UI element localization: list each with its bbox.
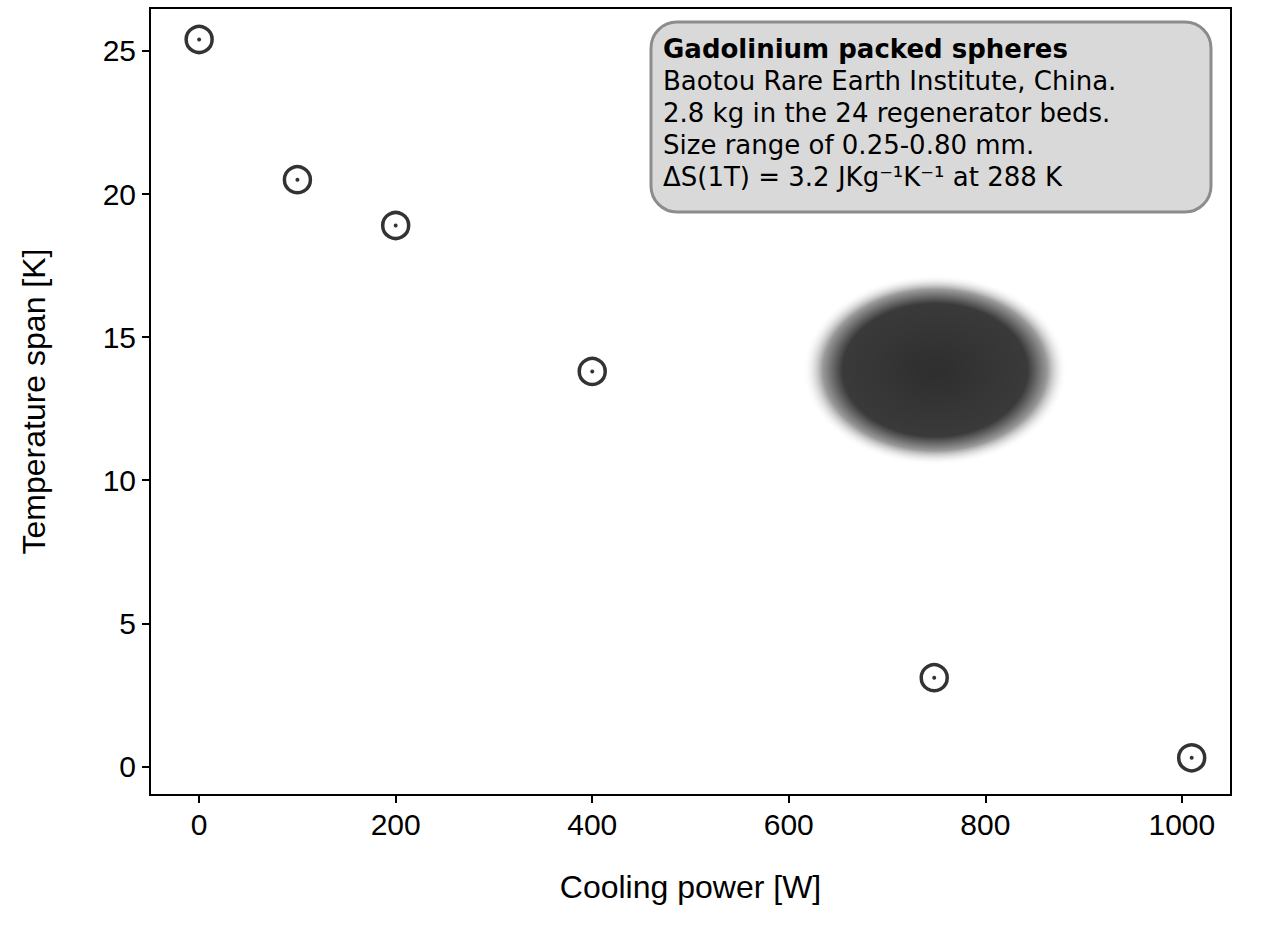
svg-text:1000: 1000 — [1148, 808, 1215, 841]
svg-text:400: 400 — [567, 808, 617, 841]
svg-text:Gadolinium packed spheres: Gadolinium packed spheres — [663, 34, 1068, 64]
svg-text:Cooling power [W]: Cooling power [W] — [560, 869, 821, 905]
svg-text:Size range of 0.25-0.80 mm.: Size range of 0.25-0.80 mm. — [663, 130, 1034, 160]
svg-text:ΔS(1T) = 3.2 JKg⁻¹K⁻¹ at 288 K: ΔS(1T) = 3.2 JKg⁻¹K⁻¹ at 288 K — [663, 162, 1063, 192]
svg-text:Baotou Rare Earth Institute, C: Baotou Rare Earth Institute, China. — [663, 66, 1116, 96]
svg-text:20: 20 — [103, 178, 136, 211]
svg-text:800: 800 — [960, 808, 1010, 841]
svg-text:10: 10 — [103, 464, 136, 497]
svg-text:0: 0 — [119, 750, 136, 783]
svg-text:5: 5 — [119, 607, 136, 640]
svg-text:Temperature span [K]: Temperature span [K] — [16, 249, 52, 555]
svg-text:600: 600 — [764, 808, 814, 841]
svg-text:0: 0 — [191, 808, 208, 841]
svg-text:25: 25 — [103, 34, 136, 67]
svg-text:200: 200 — [371, 808, 421, 841]
svg-text:15: 15 — [103, 321, 136, 354]
svg-text:2.8 kg in the 24 regenerator b: 2.8 kg in the 24 regenerator beds. — [663, 98, 1110, 128]
